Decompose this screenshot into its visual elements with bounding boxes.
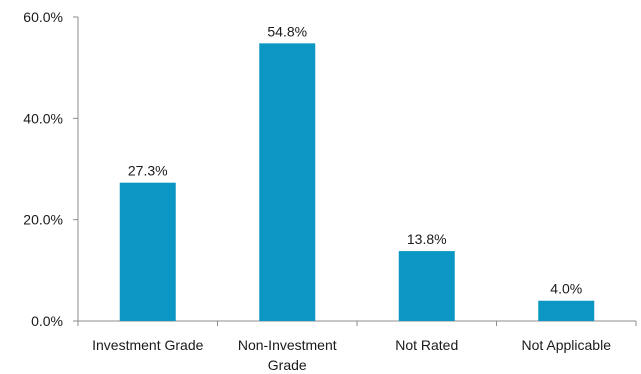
data-label: 27.3% [128, 163, 168, 179]
data-label: 13.8% [407, 231, 447, 247]
x-tick-label: Not Rated [395, 337, 458, 353]
x-tick-label: Non-Investment Grade [238, 337, 337, 373]
x-tick-label: Investment Grade [92, 337, 203, 353]
bar [398, 251, 455, 321]
y-tick-label: 60.0% [23, 9, 63, 25]
y-tick-label: 20.0% [23, 212, 63, 228]
bars [119, 43, 595, 321]
y-tick-label: 40.0% [23, 110, 63, 126]
data-label: 54.8% [267, 23, 307, 39]
x-tick-label-line: Not Applicable [521, 337, 611, 353]
y-axis: 0.0% 20.0% 40.0% 60.0% [23, 9, 79, 329]
x-tick-label-line: Non-Investment [238, 337, 337, 353]
x-tick-label-line: Investment Grade [92, 337, 203, 353]
data-label: 4.0% [550, 281, 582, 297]
bar [538, 300, 595, 321]
x-tick-label: Not Applicable [521, 337, 611, 353]
data-labels: 27.3% 54.8% 13.8% 4.0% [128, 23, 582, 296]
x-tick-label-line: Grade [268, 357, 307, 373]
y-tick-label: 0.0% [31, 313, 63, 329]
bar [259, 43, 316, 321]
x-axis: Investment Grade Non-Investment Grade Not R… [77, 320, 637, 373]
x-tick-label-line: Not Rated [395, 337, 458, 353]
bar [119, 182, 176, 321]
